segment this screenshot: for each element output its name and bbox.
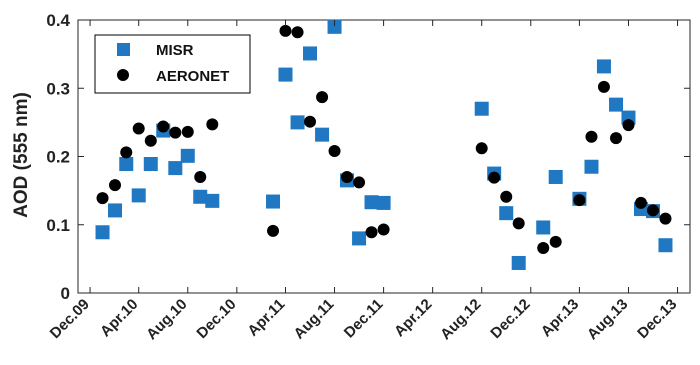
aeronet-point	[488, 171, 501, 184]
aeronet-point	[573, 194, 586, 207]
aeronet-point	[157, 120, 170, 133]
misr-point	[658, 238, 673, 253]
series-misr	[95, 19, 673, 270]
misr-point	[327, 19, 342, 34]
legend-aeronet-marker	[117, 69, 129, 81]
aeronet-point	[537, 241, 550, 254]
misr-point	[548, 169, 563, 184]
data-marks	[95, 19, 673, 270]
aeronet-point	[341, 170, 354, 183]
legend-aeronet-label: AERONET	[156, 68, 229, 85]
misr-point	[266, 194, 281, 209]
aeronet-point	[96, 192, 109, 205]
aeronet-point	[206, 118, 219, 131]
legend-misr-marker	[117, 43, 130, 56]
misr-point	[511, 255, 526, 270]
misr-point	[278, 67, 293, 82]
aeronet-point	[475, 142, 488, 155]
misr-point	[364, 195, 379, 210]
legend: MISR AERONET	[94, 34, 251, 94]
y-axis: 0 0.1 0.2 0.3 0.4	[46, 11, 690, 303]
series-aeronet	[96, 24, 672, 254]
aeronet-point	[377, 223, 390, 236]
aeronet-point	[194, 170, 207, 183]
aeronet-point	[597, 80, 610, 93]
aeronet-point	[549, 235, 562, 248]
legend-box	[94, 34, 251, 94]
aeronet-point	[144, 134, 157, 147]
misr-point	[352, 231, 367, 246]
y-tick-label: 0.4	[46, 11, 70, 30]
misr-point	[180, 148, 195, 163]
aeronet-point	[291, 26, 304, 39]
aeronet-point	[316, 91, 329, 104]
aeronet-point	[132, 122, 145, 135]
misr-point	[499, 206, 514, 221]
aeronet-point	[610, 132, 623, 145]
aeronet-point	[328, 145, 341, 158]
y-tick-label: 0.2	[46, 148, 70, 167]
y-tick-label: 0.3	[46, 79, 70, 98]
misr-point	[168, 161, 183, 176]
aeronet-point	[120, 146, 133, 159]
aeronet-point	[279, 24, 292, 37]
y-tick-label: 0	[61, 284, 70, 303]
aeronet-point	[304, 115, 317, 128]
misr-point	[193, 189, 208, 204]
aeronet-point	[512, 217, 525, 230]
misr-point	[609, 97, 624, 112]
aeronet-point	[353, 176, 366, 189]
misr-point	[376, 195, 391, 210]
aeronet-point	[622, 119, 635, 132]
aeronet-point	[585, 130, 598, 143]
y-tick-label: 0.1	[46, 216, 70, 235]
misr-point	[107, 203, 122, 218]
aeronet-point	[634, 196, 647, 209]
misr-point	[474, 101, 489, 116]
aeronet-point	[181, 125, 194, 138]
aeronet-point	[500, 190, 513, 203]
legend-misr-label: MISR	[156, 42, 194, 59]
misr-point	[536, 220, 551, 235]
misr-point	[290, 115, 305, 130]
misr-point	[205, 193, 220, 208]
aeronet-point	[647, 204, 660, 217]
misr-point	[143, 157, 158, 172]
aeronet-point	[365, 226, 378, 239]
misr-point	[131, 188, 146, 203]
misr-point	[95, 225, 110, 240]
y-axis-title: AOD (555 nm)	[11, 92, 32, 218]
aeronet-point	[108, 179, 121, 192]
misr-point	[119, 157, 134, 172]
misr-point	[315, 127, 330, 142]
aeronet-point	[659, 212, 672, 225]
misr-point	[596, 59, 611, 74]
aeronet-point	[267, 224, 280, 237]
misr-point	[584, 159, 599, 174]
misr-point	[303, 46, 318, 61]
aeronet-point	[169, 126, 182, 139]
